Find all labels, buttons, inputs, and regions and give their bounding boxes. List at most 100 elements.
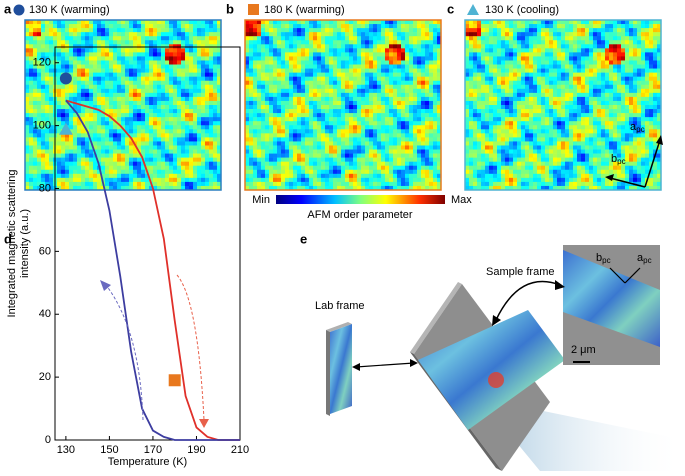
heatmap-pixel (361, 36, 365, 40)
heatmap-pixel (209, 24, 213, 28)
heatmap-pixel (401, 113, 405, 117)
heatmap-pixel (357, 170, 361, 174)
heatmap-pixel (213, 170, 217, 174)
heatmap-pixel (97, 36, 101, 40)
heatmap-pixel (177, 97, 181, 101)
heatmap-pixel (181, 65, 185, 69)
heatmap-pixel (93, 85, 97, 89)
heatmap-pixel (277, 129, 281, 133)
heatmap-pixel (513, 65, 517, 69)
heatmap-pixel (489, 93, 493, 97)
heatmap-pixel (109, 93, 113, 97)
heatmap-pixel (513, 105, 517, 109)
heatmap-pixel (517, 73, 521, 77)
heatmap-pixel (369, 69, 373, 73)
heatmap-pixel (521, 77, 525, 81)
heatmap-pixel (373, 77, 377, 81)
heatmap-pixel (297, 105, 301, 109)
heatmap-pixel (173, 60, 177, 64)
heatmap-pixel (157, 158, 161, 162)
heatmap-pixel (117, 162, 121, 166)
heatmap-pixel (169, 113, 173, 117)
heatmap-pixel (125, 24, 129, 28)
heatmap-pixel (173, 48, 177, 52)
heatmap-pixel (337, 166, 341, 170)
heatmap-pixel (429, 150, 433, 154)
heatmap-pixel (261, 77, 265, 81)
heatmap-pixel (409, 65, 413, 69)
heatmap-pixel (29, 105, 33, 109)
heatmap-pixel (61, 44, 65, 48)
heatmap-pixel (77, 73, 81, 77)
heatmap-pixel (397, 105, 401, 109)
heatmap-pixel (313, 28, 317, 32)
heatmap-pixel (477, 93, 481, 97)
heatmap-pixel (541, 125, 545, 129)
heatmap-pixel (493, 32, 497, 36)
heatmap-pixel (493, 44, 497, 48)
heatmap-pixel (469, 52, 473, 56)
heatmap-pixel (253, 170, 257, 174)
heatmap-pixel (81, 162, 85, 166)
heatmap-pixel (265, 170, 269, 174)
heatmap-pixel (333, 174, 337, 178)
heatmap-pixel (101, 105, 105, 109)
heatmap-pixel (89, 129, 93, 133)
heatmap-pixel (281, 56, 285, 60)
heatmap-pixel (297, 133, 301, 137)
heatmap-pixel (525, 178, 529, 182)
heatmap-pixel (49, 166, 53, 170)
heatmap-pixel (165, 158, 169, 162)
heatmap-pixel (193, 77, 197, 81)
heatmap-pixel (133, 89, 137, 93)
heatmap-pixel (429, 28, 433, 32)
heatmap-pixel (201, 166, 205, 170)
heatmap-pixel (333, 117, 337, 121)
heatmap-pixel (133, 28, 137, 32)
heatmap-pixel (121, 65, 125, 69)
heatmap-pixel (129, 154, 133, 158)
heatmap-pixel (349, 109, 353, 113)
heatmap-pixel (173, 56, 177, 60)
heatmap-pixel (49, 81, 53, 85)
heatmap-pixel (293, 166, 297, 170)
heatmap-pixel (349, 158, 353, 162)
heatmap-pixel (165, 101, 169, 105)
heatmap-pixel (129, 24, 133, 28)
heatmap-pixel (133, 81, 137, 85)
heatmap-pixel (345, 44, 349, 48)
heatmap-pixel (325, 52, 329, 56)
heatmap-pixel (489, 105, 493, 109)
heatmap-pixel (489, 145, 493, 149)
heatmap-pixel (309, 121, 313, 125)
heatmap-pixel (169, 69, 173, 73)
heatmap-pixel (181, 166, 185, 170)
heatmap-pixel (313, 113, 317, 117)
heatmap-pixel (505, 28, 509, 32)
heatmap-pixel (89, 150, 93, 154)
heatmap-pixel (41, 85, 45, 89)
heatmap-pixel (545, 85, 549, 89)
heatmap-pixel (201, 133, 205, 137)
heatmap-pixel (333, 158, 337, 162)
heatmap-pixel (513, 133, 517, 137)
heatmap-pixel (541, 178, 545, 182)
heatmap-pixel (505, 24, 509, 28)
heatmap-pixel (137, 81, 141, 85)
heatmap-pixel (533, 170, 537, 174)
heatmap-pixel (525, 158, 529, 162)
heatmap-pixel (345, 28, 349, 32)
heatmap-pixel (125, 60, 129, 64)
heatmap-pixel (469, 28, 473, 32)
heatmap-pixel (109, 125, 113, 129)
heatmap-pixel (421, 158, 425, 162)
heatmap-pixel (373, 137, 377, 141)
heatmap-pixel (341, 69, 345, 73)
heatmap-pixel (533, 93, 537, 97)
heatmap-pixel (401, 154, 405, 158)
heatmap-pixel (173, 93, 177, 97)
heatmap-pixel (49, 73, 53, 77)
heatmap-pixel (309, 133, 313, 137)
heatmap-pixel (377, 105, 381, 109)
heatmap-pixel (289, 101, 293, 105)
